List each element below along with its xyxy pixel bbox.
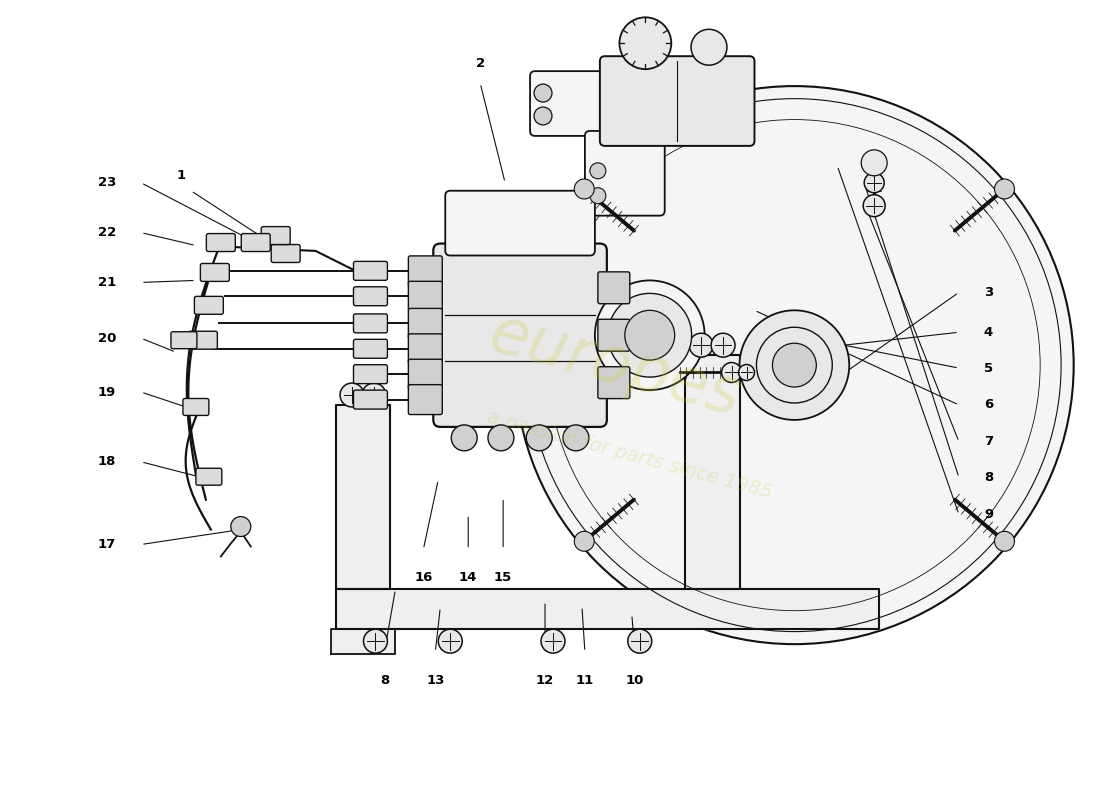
- FancyBboxPatch shape: [600, 56, 755, 146]
- FancyBboxPatch shape: [241, 234, 271, 251]
- Circle shape: [541, 630, 565, 653]
- Circle shape: [451, 425, 477, 451]
- FancyBboxPatch shape: [408, 385, 442, 414]
- FancyBboxPatch shape: [353, 390, 387, 409]
- FancyBboxPatch shape: [530, 71, 749, 136]
- FancyBboxPatch shape: [353, 365, 387, 384]
- Text: a passion for parts since 1985: a passion for parts since 1985: [485, 407, 774, 502]
- Text: 20: 20: [98, 332, 117, 345]
- Polygon shape: [684, 355, 739, 590]
- Circle shape: [590, 163, 606, 178]
- Text: 14: 14: [459, 571, 477, 585]
- FancyBboxPatch shape: [598, 319, 630, 351]
- Circle shape: [363, 630, 387, 653]
- Circle shape: [994, 179, 1014, 199]
- Circle shape: [438, 630, 462, 653]
- Circle shape: [231, 517, 251, 537]
- Text: 23: 23: [98, 176, 117, 190]
- Polygon shape: [336, 405, 390, 590]
- Circle shape: [340, 383, 364, 407]
- FancyBboxPatch shape: [170, 332, 197, 349]
- Circle shape: [534, 107, 552, 125]
- Circle shape: [772, 343, 816, 387]
- Circle shape: [625, 310, 674, 360]
- Text: 2: 2: [475, 57, 485, 70]
- Text: europes: europes: [482, 302, 748, 429]
- Text: 13: 13: [426, 674, 444, 687]
- FancyBboxPatch shape: [196, 468, 222, 486]
- FancyBboxPatch shape: [200, 263, 229, 282]
- Circle shape: [534, 84, 552, 102]
- Circle shape: [711, 334, 735, 357]
- Text: 17: 17: [98, 538, 117, 551]
- FancyBboxPatch shape: [183, 398, 209, 415]
- Text: 8: 8: [983, 471, 993, 484]
- FancyBboxPatch shape: [408, 282, 442, 311]
- Circle shape: [628, 630, 651, 653]
- Text: 10: 10: [626, 674, 644, 687]
- FancyBboxPatch shape: [598, 366, 630, 398]
- Text: 15: 15: [494, 571, 513, 585]
- Polygon shape: [336, 590, 879, 630]
- FancyBboxPatch shape: [272, 245, 300, 262]
- Circle shape: [689, 334, 713, 357]
- FancyBboxPatch shape: [353, 262, 387, 280]
- Text: 11: 11: [575, 674, 594, 687]
- FancyBboxPatch shape: [408, 334, 442, 364]
- FancyBboxPatch shape: [585, 131, 664, 216]
- Circle shape: [574, 531, 594, 551]
- FancyBboxPatch shape: [408, 359, 442, 389]
- Circle shape: [563, 425, 589, 451]
- FancyBboxPatch shape: [353, 286, 387, 306]
- Circle shape: [864, 194, 886, 217]
- FancyBboxPatch shape: [408, 309, 442, 338]
- Circle shape: [515, 86, 1074, 644]
- FancyBboxPatch shape: [353, 314, 387, 333]
- Circle shape: [526, 425, 552, 451]
- Circle shape: [488, 425, 514, 451]
- Circle shape: [722, 362, 741, 382]
- FancyBboxPatch shape: [261, 226, 290, 245]
- Circle shape: [608, 294, 692, 377]
- Text: 19: 19: [98, 386, 117, 398]
- Text: 4: 4: [983, 326, 993, 338]
- Text: 1: 1: [176, 170, 186, 182]
- Text: 12: 12: [536, 674, 554, 687]
- Circle shape: [757, 327, 833, 403]
- Circle shape: [595, 281, 705, 390]
- FancyBboxPatch shape: [207, 234, 235, 251]
- Circle shape: [739, 310, 849, 420]
- FancyBboxPatch shape: [188, 331, 218, 349]
- FancyBboxPatch shape: [353, 339, 387, 358]
- FancyBboxPatch shape: [433, 243, 607, 427]
- Text: 18: 18: [98, 455, 117, 468]
- Circle shape: [861, 150, 887, 176]
- Circle shape: [362, 383, 386, 407]
- Text: 5: 5: [983, 362, 993, 374]
- FancyBboxPatch shape: [598, 272, 630, 304]
- Text: 3: 3: [983, 286, 993, 299]
- Circle shape: [691, 30, 727, 65]
- Text: 6: 6: [983, 398, 993, 411]
- Circle shape: [865, 173, 884, 193]
- FancyBboxPatch shape: [195, 296, 223, 314]
- Circle shape: [619, 18, 671, 69]
- Text: 21: 21: [98, 276, 117, 289]
- Text: 8: 8: [379, 674, 389, 687]
- Text: 22: 22: [98, 226, 117, 239]
- Circle shape: [738, 365, 755, 381]
- Circle shape: [574, 179, 594, 199]
- Text: 7: 7: [983, 435, 993, 448]
- Text: 16: 16: [414, 571, 432, 585]
- FancyBboxPatch shape: [408, 256, 442, 286]
- Circle shape: [994, 531, 1014, 551]
- Circle shape: [590, 188, 606, 204]
- Polygon shape: [331, 630, 395, 654]
- Text: 9: 9: [983, 508, 993, 521]
- FancyBboxPatch shape: [446, 190, 595, 255]
